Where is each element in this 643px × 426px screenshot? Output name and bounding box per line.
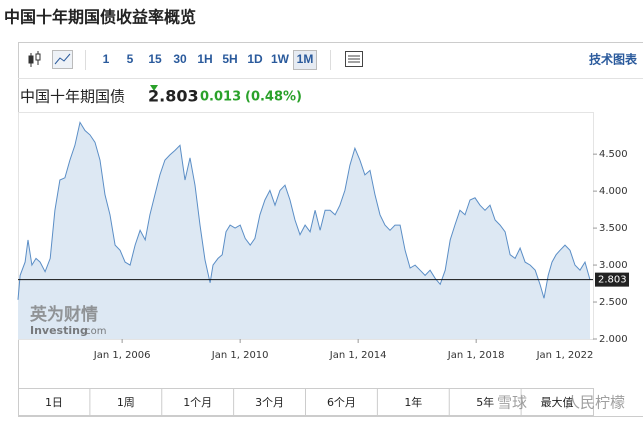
brand: 英为财情 [30, 304, 98, 325]
overlay-watermark: 雪球 [497, 394, 527, 412]
y-tick-label: 3.000 [599, 260, 628, 271]
range-button[interactable]: 5年 [476, 395, 494, 409]
technical-chart-link[interactable]: 技术图表 [589, 52, 638, 67]
x-tick-label: Jan 1, 2010 [211, 350, 269, 361]
y-tick-label: 4.500 [599, 149, 628, 160]
interval-button[interactable]: 1D [247, 52, 263, 66]
overlay-watermark: 人民柠檬 [565, 394, 625, 412]
x-tick-label: Jan 1, 2006 [93, 350, 151, 361]
site: Investing [30, 324, 88, 337]
range-button[interactable]: 1个月 [183, 396, 212, 409]
quote-change-pct: (0.48%) [245, 90, 302, 105]
range-button[interactable]: 6个月 [327, 396, 356, 409]
interval-button[interactable]: 5H [222, 52, 237, 66]
y-tick-label: 4.000 [599, 186, 628, 197]
interval-button[interactable]: 5 [127, 52, 134, 66]
interval-button[interactable]: 1W [271, 52, 290, 66]
page-title: 中国十年期国债收益率概览 [4, 8, 196, 27]
range-button[interactable]: 3个月 [255, 396, 284, 409]
x-tick-label: Jan 1, 2014 [329, 350, 387, 361]
quote-price: 2.803 [148, 87, 199, 106]
quote-name: 中国十年期国债 [20, 88, 125, 106]
y-tick-label: 3.500 [599, 223, 628, 234]
interval-button[interactable]: 1 [103, 52, 110, 66]
range-button[interactable]: 1周 [117, 396, 135, 409]
logo-watermark: 英为财情 Investing .com [30, 304, 107, 337]
interval-button[interactable]: 30 [173, 52, 187, 66]
y-tick-label: 2.500 [599, 297, 628, 308]
interval-button[interactable]: 1H [197, 52, 212, 66]
x-tick-label: Jan 1, 2022 [536, 350, 594, 361]
interval-button[interactable]: 1M [297, 52, 314, 66]
interval-button[interactable]: 15 [148, 52, 162, 66]
x-tick-label: Jan 1, 2018 [447, 350, 505, 361]
site-domain: .com [82, 326, 107, 337]
plot: 2.000 2.500 3.000 3.500 4.000 4.500 Jan 1, 200… [18, 113, 629, 362]
candle-icon[interactable] [29, 51, 40, 67]
last-price-label: 2.803 [598, 275, 627, 286]
range-button[interactable]: 1日 [45, 396, 63, 409]
range-button[interactable]: 1年 [404, 395, 422, 409]
table-icon[interactable] [346, 52, 363, 67]
quote-change: 0.013 [200, 90, 241, 105]
y-tick-label: 2.000 [599, 334, 628, 345]
